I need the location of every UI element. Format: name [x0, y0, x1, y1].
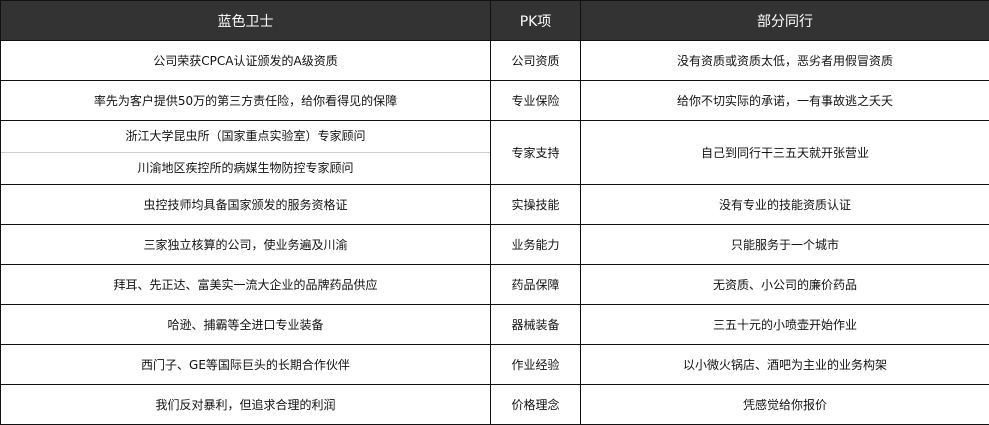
table-row: 公司荣获CPCA认证颁发的A级资质 公司资质 没有资质或资质太低，恶劣者用假冒资…: [1, 41, 989, 81]
table-row: 拜耳、先正达、富美实一流大企业的品牌药品供应 药品保障 无资质、小公司的廉价药品: [1, 265, 989, 305]
ours-cell: 公司荣获CPCA认证颁发的A级资质: [1, 41, 491, 81]
ours-cell: 浙江大学昆虫所（国家重点实验室）专家顾问 川渝地区疾控所的病媒生物防控专家顾问: [1, 121, 491, 185]
table-row: 哈逊、捕霸等全进口专业装备 器械装备 三五十元的小喷壶开始作业: [1, 305, 989, 345]
others-cell: 只能服务于一个城市: [581, 225, 989, 265]
pk-item-cell: 业务能力: [491, 225, 581, 265]
table-row: 浙江大学昆虫所（国家重点实验室）专家顾问 川渝地区疾控所的病媒生物防控专家顾问 …: [1, 121, 989, 185]
table-row: 虫控技师均具备国家颁发的服务资格证 实操技能 没有专业的技能资质认证: [1, 185, 989, 225]
ours-cell: 西门子、GE等国际巨头的长期合作伙伴: [1, 345, 491, 385]
table-row: 三家独立核算的公司，使业务遍及川渝 业务能力 只能服务于一个城市: [1, 225, 989, 265]
table-row: 率先为客户提供50万的第三方责任险，给你看得见的保障 专业保险 给你不切实际的承…: [1, 81, 989, 121]
pk-item-cell: 专家支持: [491, 121, 581, 185]
others-cell: 无资质、小公司的廉价药品: [581, 265, 989, 305]
pk-item-cell: 实操技能: [491, 185, 581, 225]
others-cell: 自己到同行干三五天就开张营业: [581, 121, 989, 185]
pk-item-cell: 药品保障: [491, 265, 581, 305]
ours-cell: 率先为客户提供50万的第三方责任险，给你看得见的保障: [1, 81, 491, 121]
header-pk-item: PK项: [491, 1, 581, 41]
ours-line: 浙江大学昆虫所（国家重点实验室）专家顾问: [1, 121, 490, 153]
ours-cell: 拜耳、先正达、富美实一流大企业的品牌药品供应: [1, 265, 491, 305]
pk-item-cell: 作业经验: [491, 345, 581, 385]
others-cell: 没有专业的技能资质认证: [581, 185, 989, 225]
others-cell: 以小微火锅店、酒吧为主业的业务构架: [581, 345, 989, 385]
others-cell: 给你不切实际的承诺，一有事故逃之夭夭: [581, 81, 989, 121]
others-cell: 凭感觉给你报价: [581, 385, 989, 425]
pk-item-cell: 专业保险: [491, 81, 581, 121]
others-cell: 三五十元的小喷壶开始作业: [581, 305, 989, 345]
ours-cell: 三家独立核算的公司，使业务遍及川渝: [1, 225, 491, 265]
table-row: 西门子、GE等国际巨头的长期合作伙伴 作业经验 以小微火锅店、酒吧为主业的业务构…: [1, 345, 989, 385]
header-others: 部分同行: [581, 1, 989, 41]
ours-cell: 我们反对暴利，但追求合理的利润: [1, 385, 491, 425]
pk-item-cell: 公司资质: [491, 41, 581, 81]
ours-cell: 哈逊、捕霸等全进口专业装备: [1, 305, 491, 345]
others-cell: 没有资质或资质太低，恶劣者用假冒资质: [581, 41, 989, 81]
header-row: 蓝色卫士 PK项 部分同行: [1, 1, 989, 41]
header-ours: 蓝色卫士: [1, 1, 491, 41]
ours-cell: 虫控技师均具备国家颁发的服务资格证: [1, 185, 491, 225]
ours-line: 川渝地区疾控所的病媒生物防控专家顾问: [1, 153, 490, 184]
pk-item-cell: 器械装备: [491, 305, 581, 345]
table-row: 我们反对暴利，但追求合理的利润 价格理念 凭感觉给你报价: [1, 385, 989, 425]
pk-item-cell: 价格理念: [491, 385, 581, 425]
